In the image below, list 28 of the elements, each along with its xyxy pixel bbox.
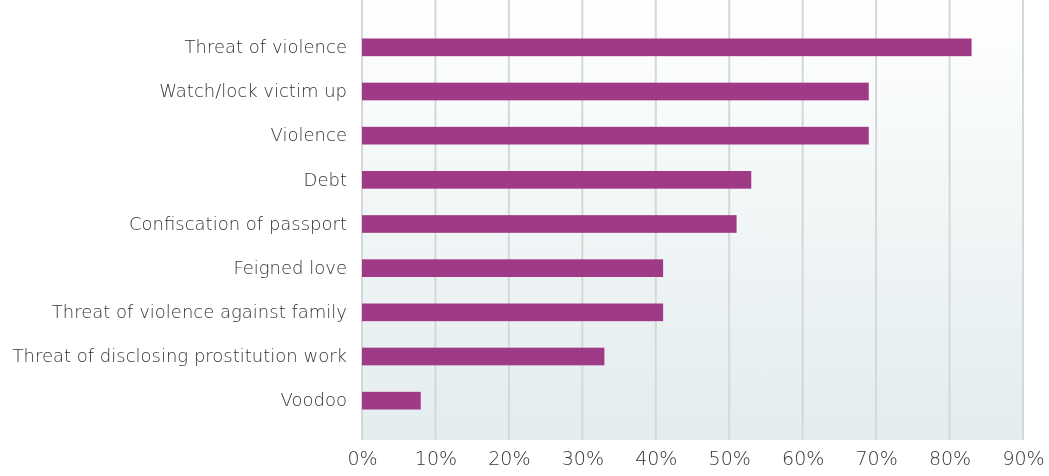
x-tick-label: 40% xyxy=(635,447,678,470)
bar xyxy=(362,347,605,366)
bar xyxy=(362,171,752,189)
bar xyxy=(362,215,737,233)
y-tick-label: Violence xyxy=(270,124,347,146)
x-tick-label: 70% xyxy=(855,447,898,470)
x-tick-label: 10% xyxy=(414,447,458,470)
x-tick-label: 60% xyxy=(782,447,825,470)
x-tick-label: 90% xyxy=(1002,447,1045,470)
y-tick-label: Confiscation of passport xyxy=(128,212,347,234)
y-tick-label: Threat of violence xyxy=(184,36,347,58)
y-tick-label: Debt xyxy=(303,168,347,190)
bar xyxy=(362,303,664,322)
x-tick-label: 30% xyxy=(561,447,604,470)
bar xyxy=(362,82,869,101)
y-tick-label: Feigned love xyxy=(233,256,347,278)
x-tick-label: 0% xyxy=(347,447,378,470)
y-tick-label: Voodoo xyxy=(280,389,347,411)
bar xyxy=(362,126,869,145)
bar xyxy=(362,391,421,410)
bar xyxy=(362,259,664,277)
x-tick-label: 20% xyxy=(488,447,531,470)
x-tick-label: 50% xyxy=(708,447,751,470)
bar xyxy=(362,38,972,57)
y-tick-label: Watch/lock victim up xyxy=(159,80,347,102)
x-tick-label: 80% xyxy=(928,447,972,470)
y-tick-label: Threat of violence against family xyxy=(51,301,347,323)
y-tick-label: Threat of disclosing prostitution work xyxy=(12,345,347,367)
